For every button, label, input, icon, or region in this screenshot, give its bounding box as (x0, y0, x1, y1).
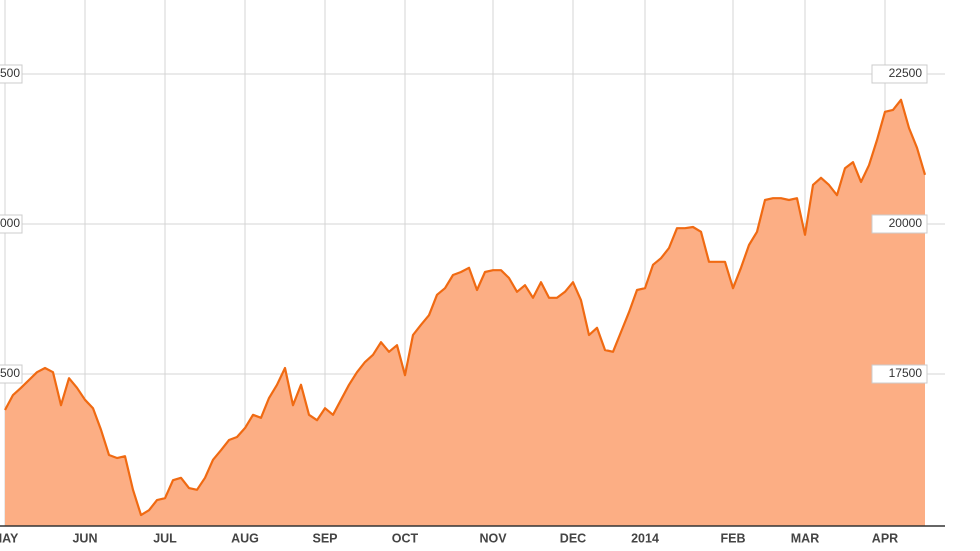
x-tick-label: SEP (312, 531, 337, 545)
x-tick-label: 2014 (631, 531, 659, 545)
y-tick-label-left: 20000 (0, 216, 20, 230)
area-fill (5, 99, 925, 526)
x-tick-label: MAR (791, 531, 819, 545)
x-tick-label: JUL (153, 531, 177, 545)
y-label-box-left (0, 364, 23, 384)
y-label-box (871, 64, 928, 84)
x-tick-label: AUG (231, 531, 259, 545)
x-tick-label: OCT (392, 531, 419, 545)
y-label-box-left (0, 214, 23, 234)
x-tick-label: JUN (72, 531, 97, 545)
x-tick-label: NOV (479, 531, 507, 545)
x-tick-label: APR (872, 531, 898, 545)
x-tick-label: MAY (0, 531, 19, 545)
y-tick-label-left: 22500 (0, 66, 20, 80)
y-tick-label-left: 17500 (0, 366, 20, 380)
y-tick-label: 22500 (889, 66, 923, 80)
line (4, 98, 927, 517)
y-label-box (871, 214, 928, 234)
y-label-box-left (0, 64, 23, 84)
x-tick-label: DEC (560, 531, 586, 545)
y-tick-label: 17500 (889, 366, 923, 380)
y-label-box (871, 364, 928, 384)
x-tick-label: FEB (721, 531, 746, 545)
y-tick-label: 20000 (889, 216, 923, 230)
